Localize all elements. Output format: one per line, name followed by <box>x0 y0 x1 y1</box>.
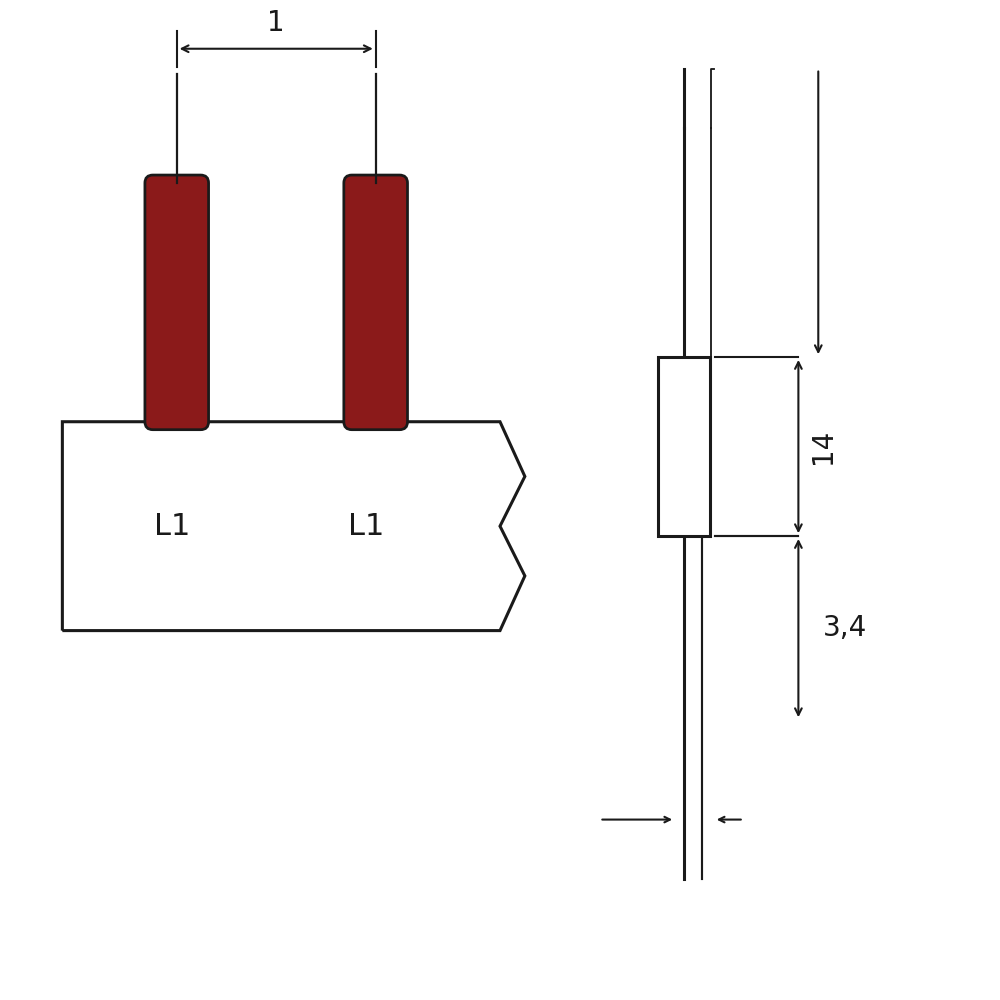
Polygon shape <box>62 422 525 631</box>
Text: L1: L1 <box>348 512 384 541</box>
Bar <box>658 357 710 536</box>
FancyBboxPatch shape <box>145 175 209 430</box>
Text: L1: L1 <box>154 512 190 541</box>
Text: 14: 14 <box>809 429 837 464</box>
FancyBboxPatch shape <box>344 175 407 430</box>
Text: 3,4: 3,4 <box>823 614 868 642</box>
Text: 1: 1 <box>267 9 285 37</box>
